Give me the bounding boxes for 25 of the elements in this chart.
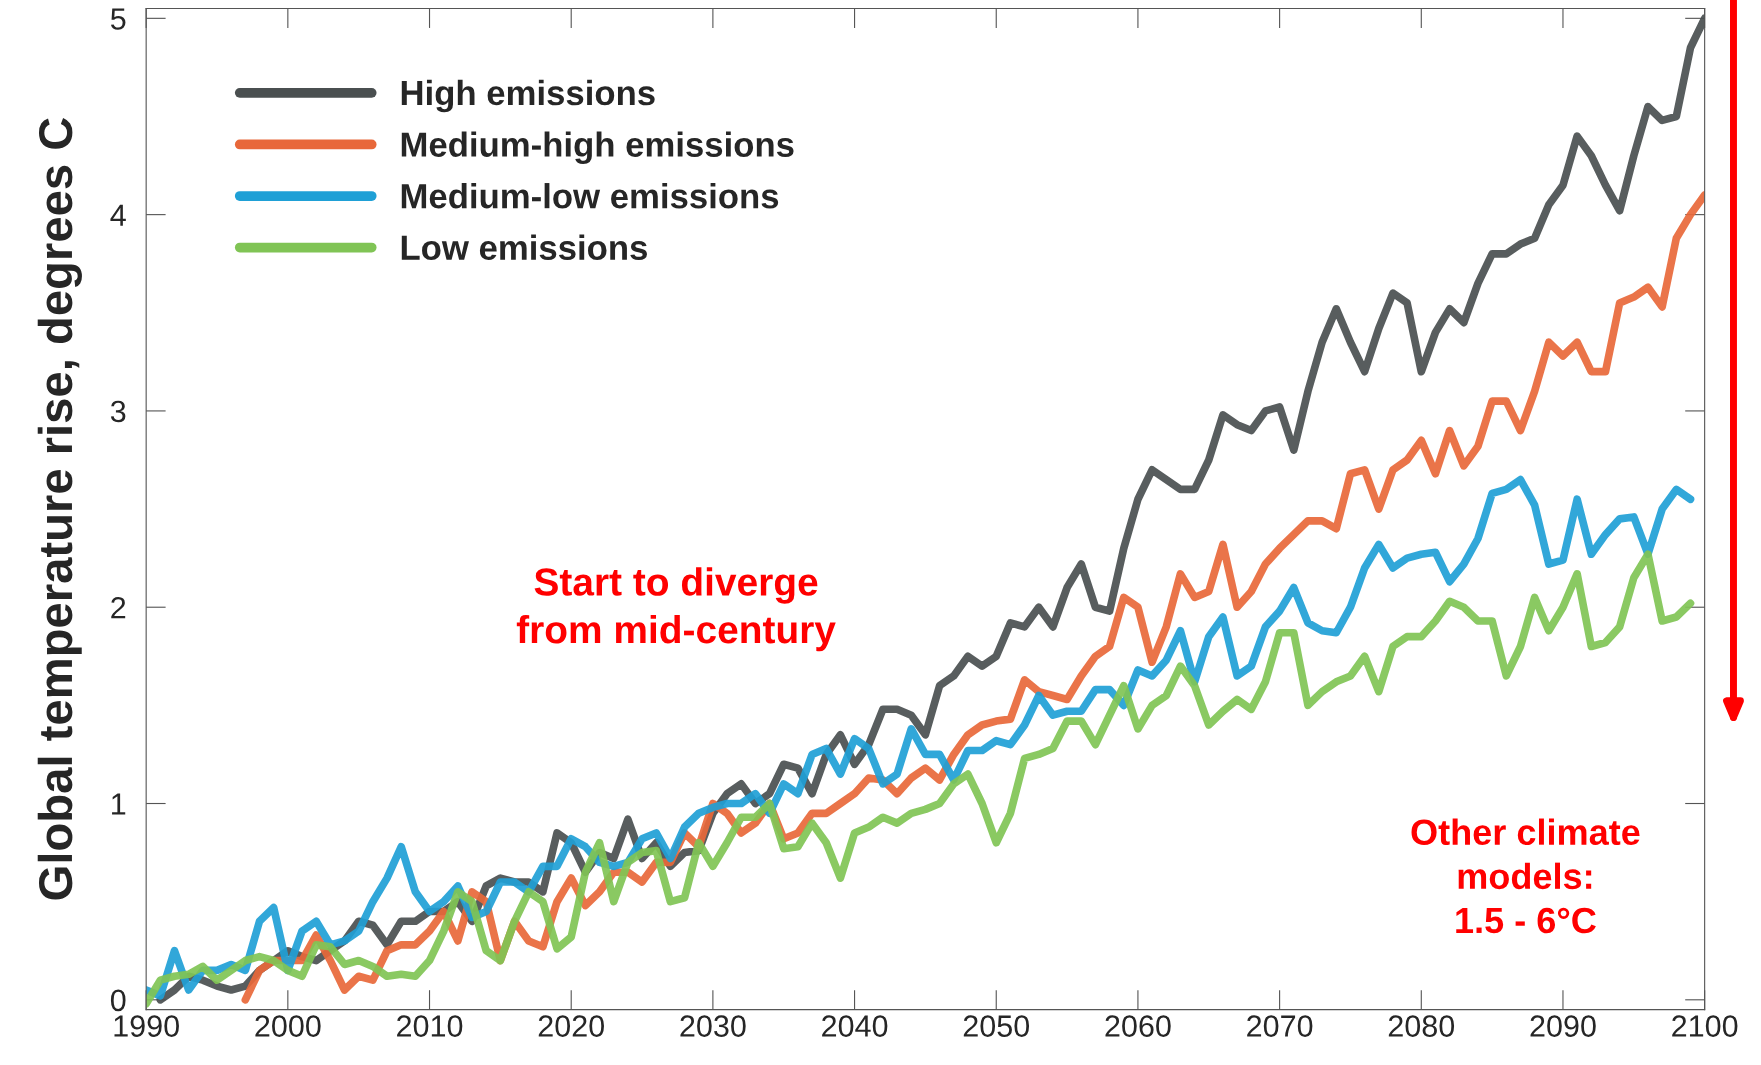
x-tick-label: 2080: [1388, 1015, 1455, 1037]
annotation: Start to diverge from mid-century: [516, 567, 836, 652]
x-tick-label: 2060: [1105, 1015, 1171, 1037]
y-tick-label: 2: [111, 596, 126, 619]
x-tick-label: 2050: [963, 1015, 1030, 1037]
legend-label: High emissions: [401, 79, 655, 113]
x-tick-label: 2010: [397, 1015, 463, 1037]
x-tick-label: 2030: [680, 1015, 746, 1037]
x-tick-label: 2040: [822, 1015, 888, 1037]
x-tick-label: 2100: [1672, 1015, 1738, 1037]
legend-label: Medium-high emissions: [401, 131, 794, 164]
x-tick-label: 2090: [1530, 1015, 1596, 1037]
x-tick-label: 2070: [1247, 1015, 1313, 1037]
y-tick-label: 1: [112, 793, 126, 815]
legend-label: Low emissions: [401, 234, 647, 261]
y-axis-title: Global temperature rise, degrees C: [37, 117, 82, 900]
y-tick-label: 0: [110, 989, 126, 1012]
y-tick-label: 3: [110, 400, 126, 423]
legend-label: Medium-low emissions: [401, 183, 779, 209]
x-tick-label: 2020: [538, 1015, 604, 1037]
x-tick-label: 2000: [255, 1015, 321, 1037]
annotation: Other climate models: 1.5 - 6°C: [1411, 818, 1640, 934]
x-tick-label: 1990: [114, 1015, 179, 1037]
y-tick-label: 4: [110, 204, 126, 226]
y-tick-label: 5: [110, 8, 126, 30]
